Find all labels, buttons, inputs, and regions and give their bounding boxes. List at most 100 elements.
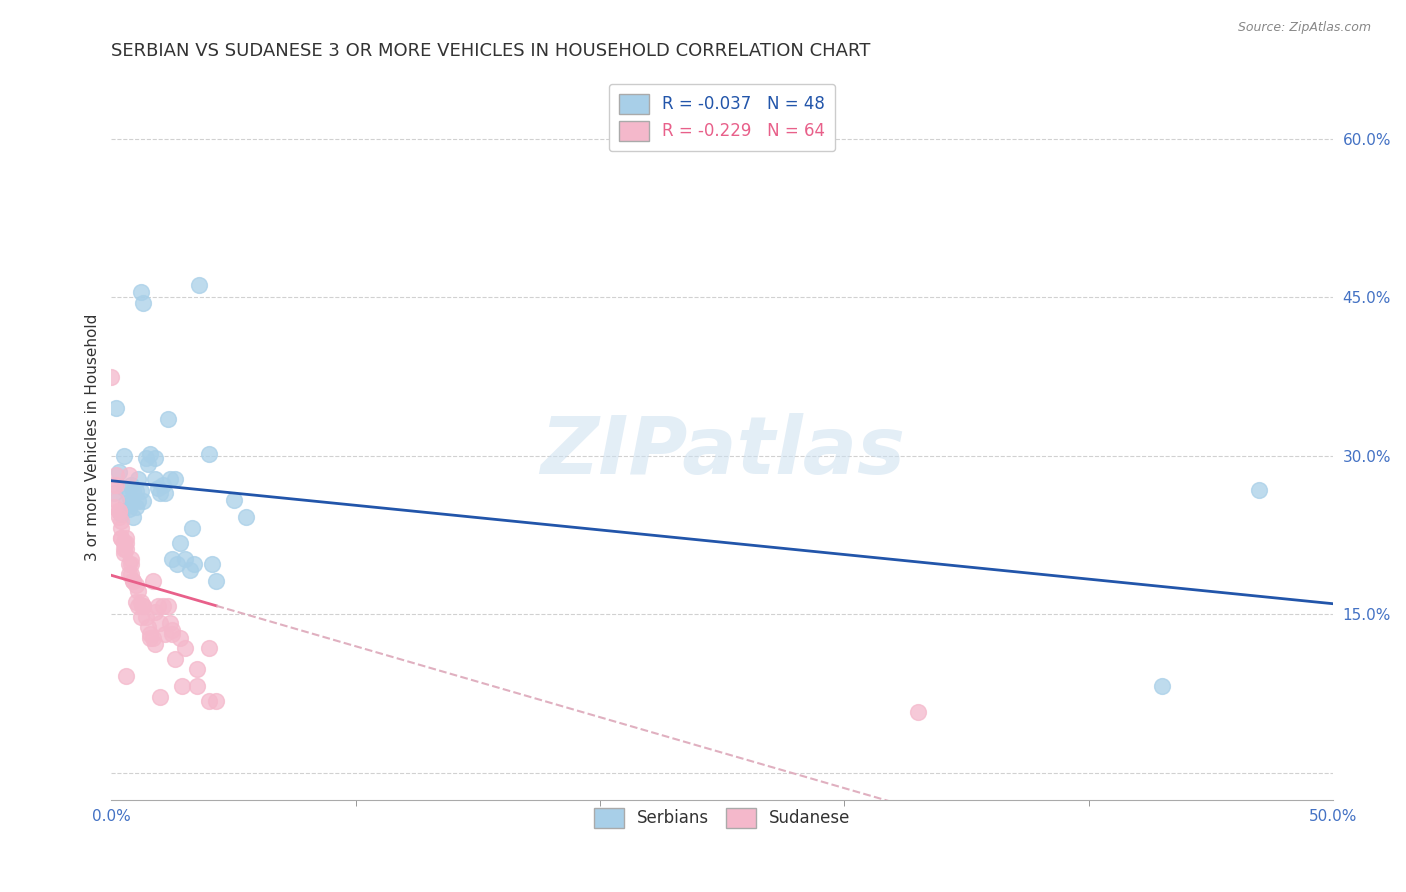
Text: Source: ZipAtlas.com: Source: ZipAtlas.com <box>1237 21 1371 35</box>
Point <box>115 496 138 510</box>
Point <box>112 541 135 556</box>
Point <box>120 478 142 492</box>
Point <box>100 369 122 384</box>
Point <box>235 510 257 524</box>
Point <box>107 504 129 518</box>
Legend: Serbians, Sudanese: Serbians, Sudanese <box>588 801 858 835</box>
Point <box>127 472 149 486</box>
Point <box>139 631 162 645</box>
Point <box>120 552 142 566</box>
Point <box>136 620 159 634</box>
Point <box>162 552 184 566</box>
Point <box>129 483 152 498</box>
Point <box>117 567 139 582</box>
Point <box>129 595 152 609</box>
Point <box>107 510 129 524</box>
Point <box>103 486 125 500</box>
Point <box>129 609 152 624</box>
Point <box>105 467 128 482</box>
Point <box>115 669 138 683</box>
Point <box>169 631 191 645</box>
Point <box>125 595 148 609</box>
Point <box>173 552 195 566</box>
Point <box>152 478 174 492</box>
Point <box>145 606 167 620</box>
Point <box>205 574 228 588</box>
Point <box>112 546 135 560</box>
Point <box>112 481 135 495</box>
Point <box>139 447 162 461</box>
Point <box>105 401 128 416</box>
Point <box>135 450 157 465</box>
Point <box>107 504 129 518</box>
Point <box>163 472 186 486</box>
Point <box>156 599 179 613</box>
Point <box>112 449 135 463</box>
Point <box>120 557 142 571</box>
Point <box>200 557 222 571</box>
Point <box>122 483 145 498</box>
Point <box>127 494 149 508</box>
Point <box>159 615 181 630</box>
Point <box>156 412 179 426</box>
Point <box>173 641 195 656</box>
Point <box>105 478 128 492</box>
Point <box>127 584 149 599</box>
Point <box>145 450 167 465</box>
Point <box>166 557 188 571</box>
Point <box>122 510 145 524</box>
Point <box>149 615 172 630</box>
Point <box>153 486 176 500</box>
Point <box>117 467 139 482</box>
Point <box>125 483 148 498</box>
Point <box>112 535 135 549</box>
Point <box>142 631 165 645</box>
Point <box>117 501 139 516</box>
Point <box>188 277 211 292</box>
Text: SERBIAN VS SUDANESE 3 OR MORE VEHICLES IN HOUSEHOLD CORRELATION CHART: SERBIAN VS SUDANESE 3 OR MORE VEHICLES I… <box>111 42 870 60</box>
Point <box>153 626 176 640</box>
Point <box>149 690 172 704</box>
Point <box>172 679 194 693</box>
Point <box>146 599 169 613</box>
Point <box>135 609 157 624</box>
Point <box>120 496 142 510</box>
Point <box>183 557 205 571</box>
Point <box>132 295 155 310</box>
Point <box>152 599 174 613</box>
Point <box>132 599 155 613</box>
Point <box>110 521 132 535</box>
Point <box>186 663 208 677</box>
Point <box>198 694 221 708</box>
Point <box>145 472 167 486</box>
Point <box>163 652 186 666</box>
Point <box>169 535 191 549</box>
Point <box>103 500 125 514</box>
Point <box>125 578 148 592</box>
Point <box>146 481 169 495</box>
Point <box>110 532 132 546</box>
Point <box>110 515 132 529</box>
Point <box>132 599 155 613</box>
Point <box>159 472 181 486</box>
Point <box>142 574 165 588</box>
Point <box>222 493 245 508</box>
Point <box>127 599 149 613</box>
Point <box>1150 679 1173 693</box>
Point <box>179 563 201 577</box>
Point <box>125 500 148 514</box>
Point <box>115 532 138 546</box>
Point <box>103 478 125 492</box>
Point <box>115 541 138 556</box>
Point <box>132 494 155 508</box>
Point <box>117 489 139 503</box>
Point <box>110 507 132 521</box>
Point <box>181 521 204 535</box>
Point <box>139 626 162 640</box>
Point <box>205 694 228 708</box>
Point <box>198 641 221 656</box>
Point <box>136 458 159 472</box>
Point <box>198 447 221 461</box>
Point <box>145 637 167 651</box>
Y-axis label: 3 or more Vehicles in Household: 3 or more Vehicles in Household <box>86 314 100 561</box>
